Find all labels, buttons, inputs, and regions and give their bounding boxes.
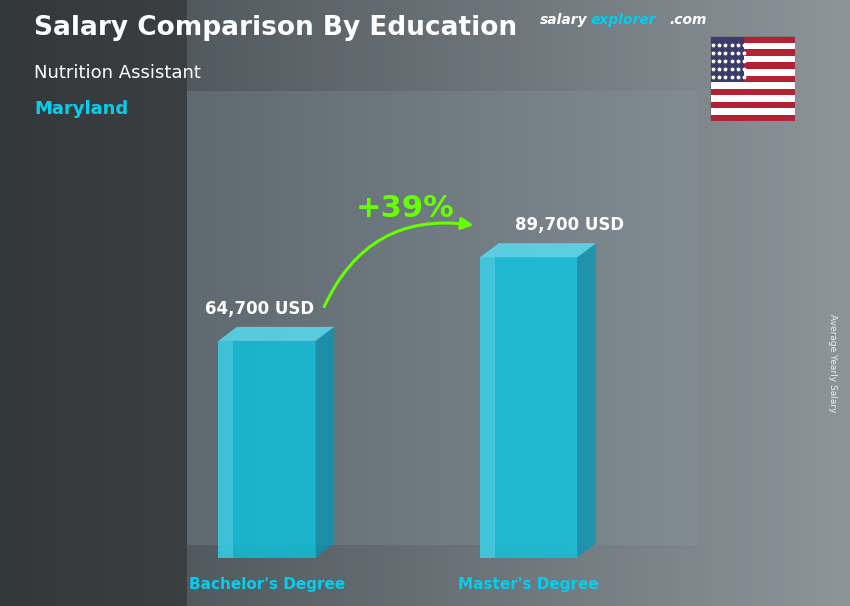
Text: +39%: +39% <box>356 193 455 222</box>
Polygon shape <box>480 258 495 558</box>
Bar <box>710 95 795 102</box>
Bar <box>187 91 697 545</box>
Text: Maryland: Maryland <box>34 100 128 118</box>
Text: salary: salary <box>540 13 587 27</box>
Bar <box>710 43 795 50</box>
Text: Master's Degree: Master's Degree <box>458 577 599 592</box>
Bar <box>710 108 795 115</box>
Polygon shape <box>480 243 596 258</box>
Text: Bachelor's Degree: Bachelor's Degree <box>189 577 345 592</box>
Text: Nutrition Assistant: Nutrition Assistant <box>34 64 201 82</box>
Bar <box>710 69 795 76</box>
Bar <box>710 62 795 69</box>
Bar <box>710 56 795 62</box>
Polygon shape <box>218 327 334 341</box>
Text: .com: .com <box>669 13 706 27</box>
Bar <box>710 76 795 82</box>
Text: 89,700 USD: 89,700 USD <box>515 216 625 235</box>
Bar <box>710 36 795 43</box>
Bar <box>710 36 744 82</box>
Bar <box>0 0 187 606</box>
Bar <box>710 115 795 121</box>
Polygon shape <box>577 243 596 558</box>
Bar <box>710 82 795 88</box>
Polygon shape <box>218 341 315 558</box>
Bar <box>710 102 795 108</box>
Text: Salary Comparison By Education: Salary Comparison By Education <box>34 15 517 41</box>
Polygon shape <box>218 341 233 558</box>
Text: explorer: explorer <box>591 13 656 27</box>
Bar <box>710 88 795 95</box>
Polygon shape <box>315 327 334 558</box>
Polygon shape <box>480 258 577 558</box>
Text: 64,700 USD: 64,700 USD <box>205 300 314 318</box>
Bar <box>710 50 795 56</box>
Text: Average Yearly Salary: Average Yearly Salary <box>828 315 837 413</box>
